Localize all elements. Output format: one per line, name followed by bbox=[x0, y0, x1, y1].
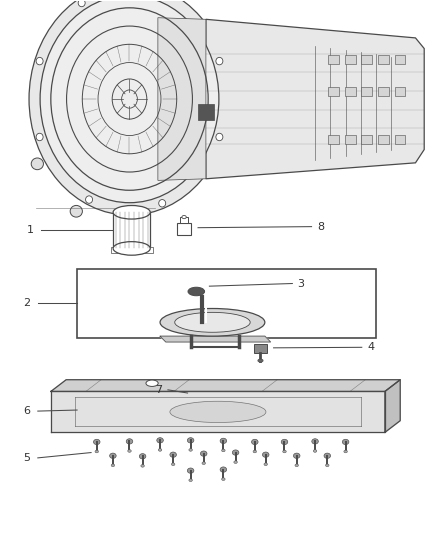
Ellipse shape bbox=[189, 449, 192, 451]
Ellipse shape bbox=[343, 439, 349, 445]
Bar bbox=[345, 135, 356, 144]
Polygon shape bbox=[158, 18, 206, 180]
Ellipse shape bbox=[232, 450, 239, 455]
Ellipse shape bbox=[171, 463, 175, 466]
Ellipse shape bbox=[158, 449, 162, 451]
Ellipse shape bbox=[283, 450, 286, 453]
Bar bbox=[113, 212, 150, 248]
Ellipse shape bbox=[325, 464, 329, 467]
Polygon shape bbox=[51, 391, 385, 432]
Ellipse shape bbox=[188, 287, 205, 296]
Polygon shape bbox=[160, 336, 271, 342]
Ellipse shape bbox=[201, 451, 207, 456]
Ellipse shape bbox=[146, 380, 158, 386]
Text: 5: 5 bbox=[23, 453, 30, 463]
Ellipse shape bbox=[36, 133, 43, 141]
Ellipse shape bbox=[189, 479, 192, 481]
Polygon shape bbox=[206, 19, 424, 179]
Ellipse shape bbox=[258, 359, 263, 362]
Ellipse shape bbox=[262, 452, 269, 457]
Ellipse shape bbox=[216, 133, 223, 141]
Bar bbox=[328, 55, 339, 64]
Polygon shape bbox=[385, 379, 400, 432]
Bar bbox=[77, 269, 376, 338]
Ellipse shape bbox=[78, 0, 85, 7]
Bar bbox=[378, 55, 389, 64]
Bar bbox=[361, 55, 372, 64]
Ellipse shape bbox=[124, 223, 136, 235]
Bar bbox=[254, 344, 267, 353]
Ellipse shape bbox=[220, 467, 226, 472]
Ellipse shape bbox=[85, 196, 92, 203]
Bar bbox=[328, 135, 339, 144]
Bar bbox=[395, 55, 406, 64]
Polygon shape bbox=[51, 379, 400, 391]
Ellipse shape bbox=[159, 199, 166, 207]
Ellipse shape bbox=[93, 439, 100, 445]
Text: 7: 7 bbox=[155, 385, 162, 395]
Text: 4: 4 bbox=[367, 342, 374, 352]
Text: 8: 8 bbox=[317, 222, 325, 232]
Ellipse shape bbox=[70, 205, 82, 217]
Bar bbox=[395, 87, 406, 96]
Bar bbox=[361, 87, 372, 96]
Ellipse shape bbox=[216, 58, 223, 65]
Ellipse shape bbox=[175, 312, 250, 332]
Ellipse shape bbox=[281, 439, 288, 445]
Ellipse shape bbox=[157, 438, 163, 443]
Ellipse shape bbox=[110, 453, 116, 458]
Ellipse shape bbox=[126, 439, 133, 444]
Text: 6: 6 bbox=[23, 406, 30, 416]
Ellipse shape bbox=[251, 439, 258, 445]
Bar bbox=[378, 87, 389, 96]
Ellipse shape bbox=[220, 438, 226, 443]
Ellipse shape bbox=[293, 453, 300, 458]
Ellipse shape bbox=[253, 450, 257, 453]
Ellipse shape bbox=[295, 464, 298, 467]
Text: 3: 3 bbox=[297, 279, 304, 288]
Ellipse shape bbox=[31, 158, 43, 169]
Ellipse shape bbox=[312, 439, 318, 444]
Ellipse shape bbox=[170, 452, 177, 457]
Ellipse shape bbox=[128, 450, 131, 453]
Text: 2: 2 bbox=[23, 297, 30, 308]
Ellipse shape bbox=[113, 241, 150, 255]
Ellipse shape bbox=[187, 468, 194, 473]
Bar bbox=[110, 247, 153, 253]
Ellipse shape bbox=[170, 401, 266, 423]
Ellipse shape bbox=[187, 438, 194, 443]
Ellipse shape bbox=[40, 0, 219, 203]
Bar bbox=[395, 135, 406, 144]
Ellipse shape bbox=[113, 206, 150, 219]
Bar bbox=[177, 223, 191, 235]
Bar bbox=[361, 135, 372, 144]
Ellipse shape bbox=[264, 463, 268, 466]
Bar bbox=[328, 87, 339, 96]
Ellipse shape bbox=[29, 0, 230, 215]
Ellipse shape bbox=[202, 462, 205, 465]
Ellipse shape bbox=[324, 453, 331, 458]
Ellipse shape bbox=[160, 309, 265, 336]
Ellipse shape bbox=[313, 450, 317, 453]
Bar bbox=[345, 55, 356, 64]
Ellipse shape bbox=[95, 450, 99, 453]
Ellipse shape bbox=[111, 464, 115, 467]
Text: 1: 1 bbox=[26, 225, 33, 236]
Ellipse shape bbox=[222, 449, 225, 452]
Bar bbox=[345, 87, 356, 96]
Bar bbox=[180, 217, 188, 223]
Bar bbox=[198, 104, 214, 120]
Ellipse shape bbox=[344, 450, 347, 453]
Ellipse shape bbox=[141, 465, 145, 467]
Ellipse shape bbox=[182, 215, 186, 219]
Ellipse shape bbox=[139, 454, 146, 459]
Bar bbox=[378, 135, 389, 144]
Ellipse shape bbox=[234, 461, 237, 464]
Ellipse shape bbox=[36, 58, 43, 65]
Ellipse shape bbox=[222, 478, 225, 480]
